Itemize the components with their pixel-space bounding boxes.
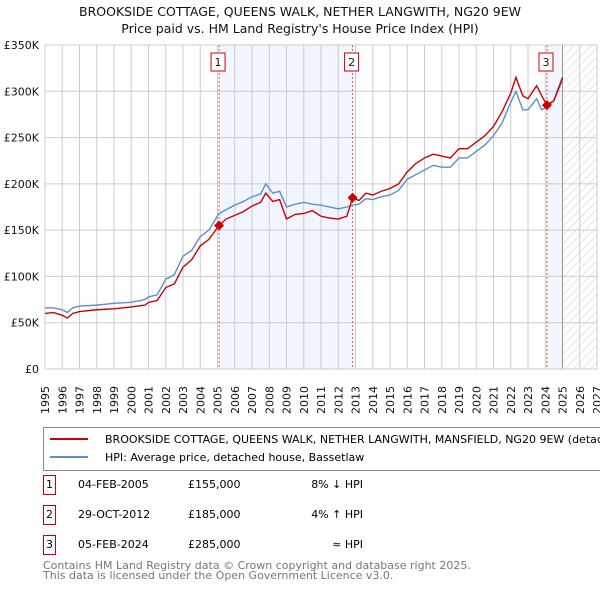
legend-swatch-blue [50,456,88,458]
transaction-badge: 2 [43,505,56,525]
transaction-date: 04-FEB-2005 [78,478,149,491]
x-tick-label: 1996 [56,386,69,414]
x-tick-label: 1998 [91,386,104,414]
y-tick-label: £150K [4,224,40,237]
transaction-row: 2 29-OCT-2012 £185,000 4% ↑ HPI [43,505,443,525]
legend-item-property: BROOKSIDE COTTAGE, QUEENS WALK, NETHER L… [44,430,600,448]
plot-area: 1995 1996 1997 1998 1999 2000 2001 2002 2003 2004… [4,39,600,414]
x-tick-label: 2004 [194,386,207,414]
x-tick-label: 2003 [177,386,190,414]
x-tick-label: 2025 [557,386,570,414]
transaction-label-box [210,52,226,72]
legend-swatch-red [50,438,88,440]
x-tick-label: 1999 [108,386,121,414]
x-tick-label: 2022 [505,386,518,414]
x-tick-label: 2001 [143,386,156,414]
x-tick-label: 2026 [574,386,587,414]
footer-line: This data is licensed under the Open Gov… [43,569,394,582]
y-tick-label: £200K [4,178,40,191]
transaction-badge: 1 [43,475,56,495]
hpi-line [45,79,564,314]
x-tick-label: 2013 [350,386,363,414]
property-price-line [44,75,564,319]
transaction-badge: 3 [43,535,56,555]
plot-frame [44,44,598,370]
transaction-label: 3 [542,56,549,69]
transaction-hpi: ≈ HPI [332,538,363,551]
x-tick-label: 2016 [401,386,414,414]
x-tick-label: 2005 [212,386,225,414]
transaction-point [541,100,552,111]
transaction-label-box [538,52,554,72]
transaction-price: £185,000 [188,508,241,521]
y-tick-label: £100K [4,270,40,283]
x-tick-label: 2023 [522,386,535,414]
x-tick-label: 2014 [367,386,380,414]
x-tick-label: 2027 [591,386,600,414]
transaction-point [347,192,358,203]
chart-title: BROOKSIDE COTTAGE, QUEENS WALK, NETHER L… [79,4,521,19]
transaction-hpi: 8% ↓ HPI [311,478,363,491]
footer-line: Contains HM Land Registry data © Crown c… [43,559,471,572]
x-tick-label: 2002 [160,386,173,414]
transaction-price: £285,000 [188,538,241,551]
shaded-period [546,45,563,369]
transaction-label-box [344,52,360,72]
x-tick-label: 1997 [74,386,87,414]
legend-label: HPI: Average price, detached house, Bass… [105,450,365,464]
x-tick-label: 2006 [229,386,242,414]
x-tick-label: 2024 [539,386,552,414]
x-tick-label: 2000 [125,386,138,414]
x-tick-label: 2019 [453,386,466,414]
x-tick-label: 2010 [298,386,311,414]
x-tick-label: 2018 [436,386,449,414]
x-tick-label: 2020 [470,386,483,414]
x-tick-label: 2021 [488,386,501,414]
y-tick-label: £300K [4,85,40,98]
transaction-price: £155,000 [188,478,241,491]
transaction-label: 1 [215,56,222,69]
x-tick-label: 2007 [246,386,259,414]
transaction-row: 3 05-FEB-2024 £285,000 ≈ HPI [43,535,443,555]
x-tick-label: 1995 [39,386,52,414]
y-tick-label: £50K [11,317,40,330]
transaction-label: 2 [348,56,355,69]
footer: Contains HM Land Registry data © Crown c… [43,559,471,582]
transaction-hpi: 4% ↑ HPI [311,508,363,521]
transaction-date: 29-OCT-2012 [78,508,151,521]
transaction-row: 1 04-FEB-2005 £155,000 8% ↓ HPI [43,475,443,495]
chart-subtitle: Price paid vs. HM Land Registry's House … [121,21,479,36]
legend-label: BROOKSIDE COTTAGE, QUEENS WALK, NETHER L… [105,432,600,446]
transaction-point [214,220,225,231]
x-tick-label: 2015 [384,386,397,414]
transaction-date: 05-FEB-2024 [78,538,149,551]
legend: BROOKSIDE COTTAGE, QUEENS WALK, NETHER L… [43,427,600,471]
x-tick-label: 2012 [332,386,345,414]
x-tick-label: 2009 [281,386,294,414]
y-tick-label: £250K [4,132,40,145]
y-tick-label: £350K [4,39,40,52]
y-tick-label: £0 [25,363,39,376]
legend-item-hpi: HPI: Average price, detached house, Bass… [44,448,364,466]
x-tick-label: 2011 [315,386,328,414]
x-tick-label: 2017 [419,386,432,414]
x-tick-label: 2008 [263,386,276,414]
